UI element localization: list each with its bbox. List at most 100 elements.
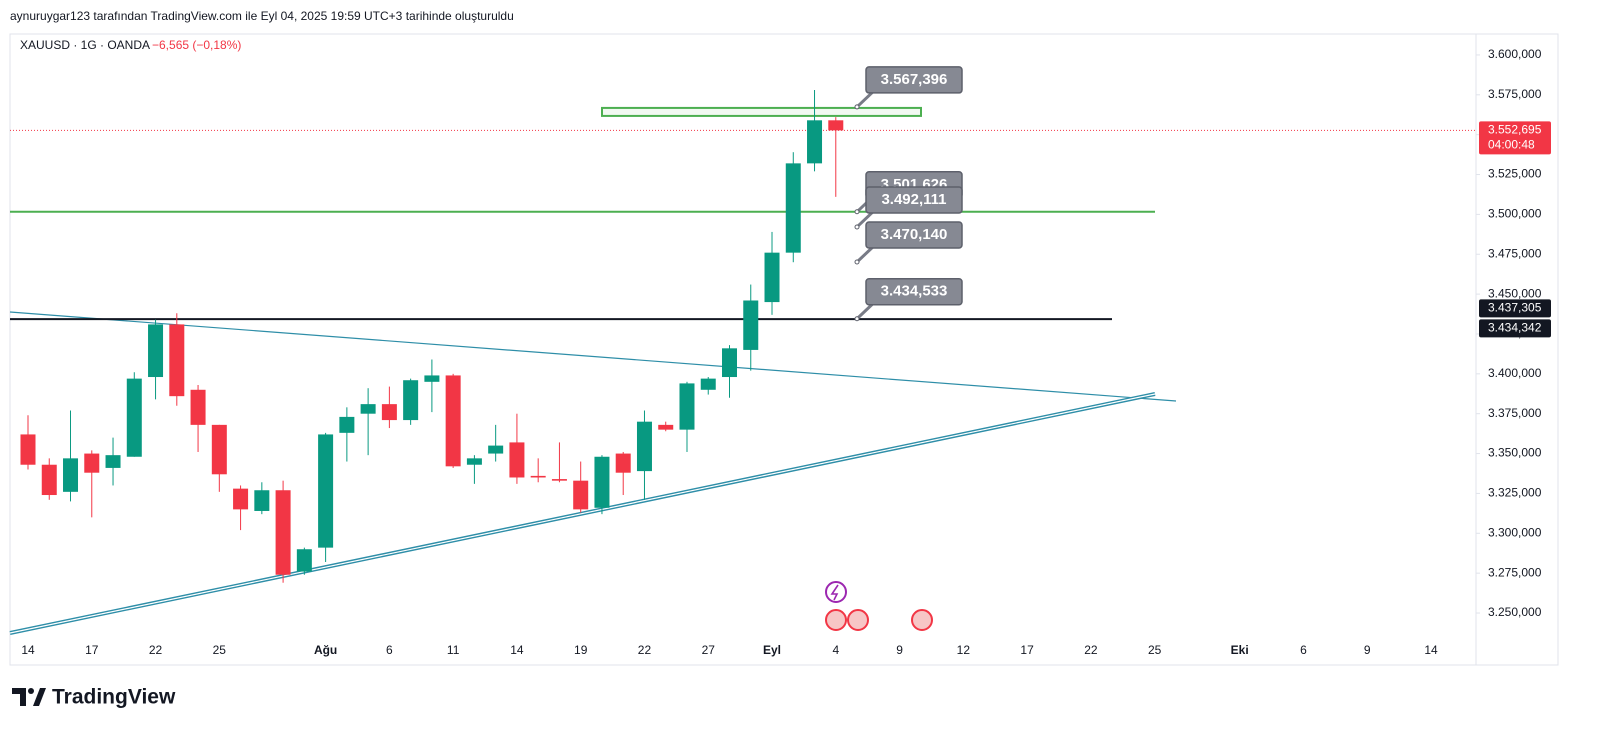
y-tick-label: 3.400,000: [1488, 366, 1542, 380]
candle-body: [828, 120, 844, 131]
candle-body: [84, 453, 100, 473]
x-tick-label: 14: [1424, 643, 1438, 657]
candle-body: [211, 424, 227, 475]
x-tick-label: 22: [638, 643, 652, 657]
x-tick-label: 25: [213, 643, 227, 657]
price-note-label: 3.470,140: [881, 226, 948, 243]
price-note-label: 3.567,396: [881, 71, 948, 88]
axis-badge: [1479, 299, 1551, 318]
x-tick-label: 14: [510, 643, 524, 657]
countdown-label: 04:00:48: [1488, 138, 1535, 152]
candle-body: [445, 375, 461, 467]
logo-dot: [28, 688, 34, 694]
event-icon: [825, 609, 847, 631]
x-tick-label: 14: [21, 643, 35, 657]
x-tick-label: 6: [1300, 643, 1307, 657]
x-tick-label: Eyl: [763, 643, 781, 657]
y-tick-label: 3.575,000: [1488, 87, 1542, 101]
y-tick-label: 3.500,000: [1488, 207, 1542, 221]
x-tick-label: Eki: [1231, 643, 1249, 657]
price-note-anchor: [854, 224, 860, 230]
zone-rect: [601, 106, 922, 117]
event-icon: [847, 609, 869, 631]
candle-body: [275, 490, 291, 575]
candle-body: [551, 479, 567, 481]
candle-body: [296, 549, 312, 572]
candle-body: [679, 383, 695, 430]
candle-body: [105, 455, 121, 468]
price-note: 3.434,533: [854, 278, 963, 322]
event-icon: [825, 581, 847, 603]
trend-line-down: [9, 311, 1177, 402]
candle-body: [424, 375, 440, 382]
candle-body: [615, 453, 631, 473]
event-icon-bolt: [830, 584, 839, 601]
candle-body: [743, 300, 759, 350]
price-note-anchor: [854, 209, 860, 215]
candle-body: [20, 434, 36, 465]
y-tick-label: 3.275,000: [1488, 565, 1542, 579]
candle-body: [466, 458, 482, 465]
candle-body: [594, 456, 610, 508]
candle-body: [254, 490, 270, 511]
candle-body: [339, 416, 355, 433]
x-tick-label: 9: [1364, 643, 1371, 657]
candle-body: [233, 488, 249, 510]
price-note-box: [865, 66, 963, 94]
y-tick-label: 3.350,000: [1488, 446, 1542, 460]
drawings: [9, 311, 1177, 635]
price-note-label: 3.434,533: [881, 283, 948, 300]
header-text: aynuruygar123 tarafından TradingView.com…: [10, 9, 514, 23]
x-tick-label: 22: [1084, 643, 1098, 657]
symbol-label: XAUUSD · 1G · OANDA: [20, 38, 150, 52]
candle-body: [785, 163, 801, 253]
x-tick-label: 17: [1020, 643, 1034, 657]
y-tick-label: 3.450,000: [1488, 286, 1542, 300]
x-tick-label: 19: [574, 643, 588, 657]
axis-badge-label: 3.434,342: [1488, 321, 1542, 335]
x-tick-label: 11: [447, 643, 460, 657]
candle-body: [148, 324, 164, 378]
logo-mark: [12, 688, 26, 706]
candle-body: [700, 378, 716, 390]
x-tick-label: 4: [832, 643, 839, 657]
x-tick-label: Ağu: [314, 643, 337, 657]
axis-badge: [1479, 319, 1551, 338]
candle-body: [509, 442, 525, 478]
y-tick-label: 3.250,000: [1488, 605, 1542, 619]
price-note-box: [865, 186, 963, 214]
candle-body: [658, 424, 674, 430]
candle-body: [488, 445, 504, 454]
event-icon: [911, 609, 933, 631]
candle-body: [573, 480, 589, 510]
candle-body: [126, 378, 142, 457]
x-tick-label: 17: [85, 643, 99, 657]
y-tick-label: 3.325,000: [1488, 486, 1542, 500]
y-tick-label: 3.600,000: [1488, 47, 1542, 61]
candle-body: [63, 458, 79, 492]
candle-body: [722, 348, 737, 378]
brand-logo: [12, 688, 46, 706]
candle-body: [530, 475, 546, 478]
candle-body: [381, 404, 397, 421]
x-tick-label: 22: [149, 643, 163, 657]
x-tick-label: 6: [386, 643, 393, 657]
y-tick-label: 3.525,000: [1488, 167, 1542, 181]
current-price-label: 3.552,695: [1488, 123, 1542, 137]
price-note: 3.470,140: [854, 221, 963, 265]
candle-body: [360, 404, 376, 414]
candle-body: [403, 380, 419, 421]
candle-body: [318, 434, 334, 548]
candle-body: [169, 324, 185, 397]
candle-body: [41, 464, 57, 496]
price-note: 3.492,111: [854, 186, 963, 230]
trend-line-up-inner: [9, 393, 1156, 634]
chart-frame: [9, 33, 1559, 666]
change-label: −6,565 (−0,18%): [152, 38, 241, 52]
candle-body: [807, 120, 823, 164]
candle-body: [764, 252, 780, 303]
y-tick-label: 3.300,000: [1488, 525, 1542, 539]
price-note-anchor: [854, 316, 860, 322]
x-tick-label: 27: [702, 643, 716, 657]
